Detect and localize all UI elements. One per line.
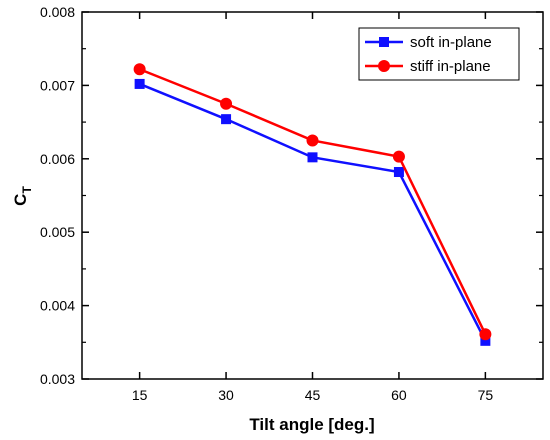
- data-point: [306, 134, 319, 147]
- x-tick-label: 60: [391, 387, 407, 403]
- series-line: [139, 68, 487, 335]
- y-axis-title-main: C: [11, 194, 30, 206]
- y-axis-title-sub: T: [20, 186, 34, 194]
- x-tick-label: 30: [218, 387, 234, 403]
- legend-item: stiff in-plane: [365, 58, 491, 75]
- series-1: [134, 78, 491, 346]
- x-tick-label: 15: [132, 387, 148, 403]
- data-point: [221, 114, 232, 125]
- y-axis-title: CT: [11, 186, 34, 206]
- legend-marker: [378, 60, 390, 72]
- data-point: [480, 335, 491, 346]
- x-tick-label: 45: [305, 387, 321, 403]
- legend: soft in-plane stiff in-plane: [358, 27, 520, 81]
- data-point: [220, 97, 233, 110]
- series-line: [139, 82, 487, 342]
- y-axis: 0.003 0.004 0.005 0.006 0.007 0.008: [40, 4, 543, 387]
- data-point: [392, 150, 405, 163]
- data-point: [479, 328, 492, 341]
- y-tick-label: 0.004: [40, 298, 75, 314]
- legend-label: soft in-plane: [410, 34, 492, 51]
- legend-item: soft in-plane: [365, 34, 492, 51]
- x-tick-label: 75: [478, 387, 494, 403]
- data-point: [134, 78, 145, 89]
- data-point: [393, 167, 404, 178]
- legend-marker: [379, 37, 389, 47]
- series-layer: [133, 63, 492, 346]
- data-point: [307, 152, 318, 163]
- y-tick-label: 0.006: [40, 151, 75, 167]
- data-point: [133, 63, 146, 76]
- series-2: [133, 63, 492, 341]
- x-axis: 15 30 45 60 75: [132, 12, 494, 403]
- legend-label: stiff in-plane: [410, 58, 491, 75]
- x-axis-title: Tilt angle [deg.]: [249, 415, 374, 434]
- y-tick-label: 0.007: [40, 77, 75, 93]
- y-tick-label: 0.008: [40, 4, 75, 20]
- y-tick-label: 0.005: [40, 224, 75, 240]
- y-tick-label: 0.003: [40, 371, 75, 387]
